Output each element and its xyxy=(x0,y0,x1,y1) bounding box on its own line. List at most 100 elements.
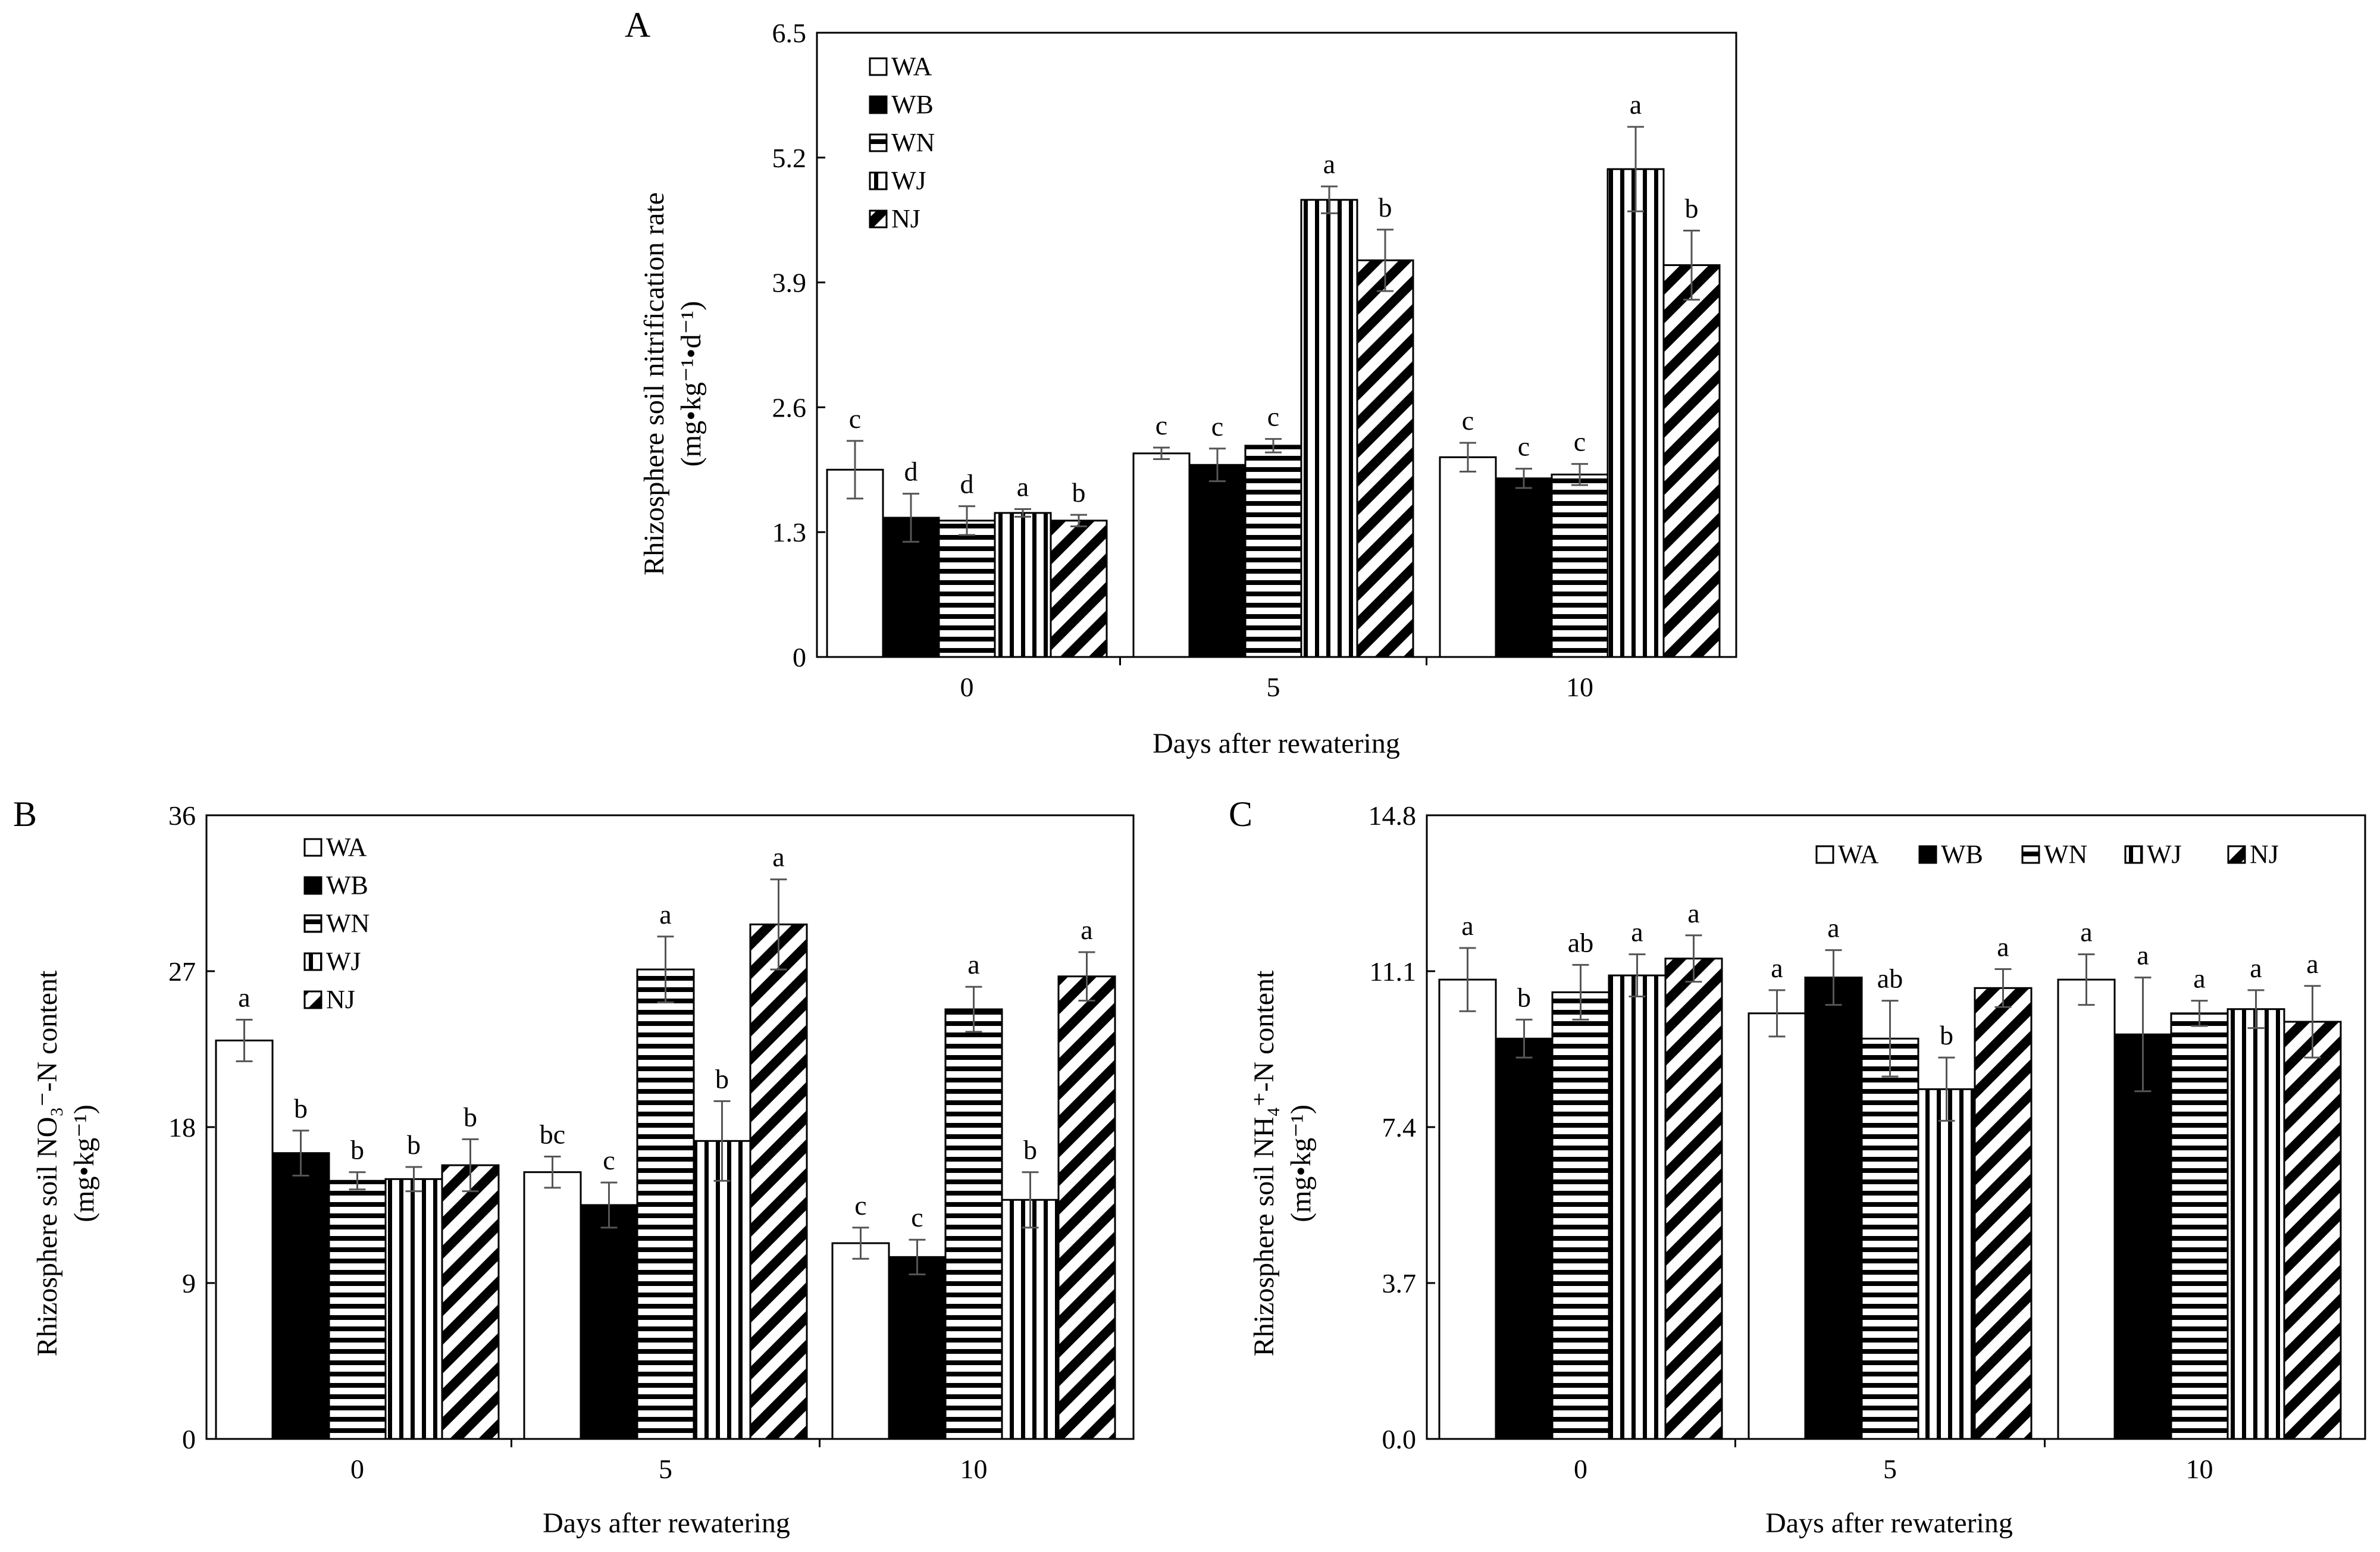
legend-swatch xyxy=(303,990,322,1009)
legend-label: NJ xyxy=(326,985,355,1014)
bar-nj-day-0 xyxy=(441,1164,500,1440)
panel-a-nitrification-rate: A Rhizosphere soil nitrification rate (m… xyxy=(625,5,1737,759)
significance-letter: a xyxy=(2250,953,2262,983)
legend-swatch xyxy=(303,914,322,933)
bar-wj-day-10 xyxy=(1001,1199,1060,1440)
bar-nj-day-5 xyxy=(749,923,808,1440)
legend-swatch xyxy=(1918,845,1937,864)
bar-wj-day-10 xyxy=(2226,1008,2285,1440)
y-tick-label: 5.2 xyxy=(772,143,807,173)
y-axis-title-line2: (mg•kg⁻¹•d⁻¹) xyxy=(675,301,707,467)
y-tick-label: 1.3 xyxy=(772,517,807,547)
legend-swatch xyxy=(869,209,888,229)
y-tick-label: 11.1 xyxy=(1369,956,1416,987)
x-tick-label: 0 xyxy=(960,672,974,702)
legend-item-wn: WN xyxy=(869,128,935,157)
y-tick-label: 36 xyxy=(168,800,196,831)
bar-wn-day-10 xyxy=(1551,473,1609,658)
error-bar xyxy=(1022,1171,1039,1229)
error-bar xyxy=(544,1155,561,1189)
legend-label: WA xyxy=(891,52,932,81)
error-bar xyxy=(965,985,982,1033)
x-tick-label: 5 xyxy=(659,1454,672,1484)
significance-letter: a xyxy=(659,899,671,930)
error-bar xyxy=(2247,989,2265,1030)
error-bar xyxy=(1515,1018,1533,1059)
legend-swatch xyxy=(303,952,322,971)
significance-letter: a xyxy=(1017,471,1029,502)
y-tick-label: 14.8 xyxy=(1368,800,1417,831)
significance-letter: ab xyxy=(1568,927,1593,958)
legend-label: WA xyxy=(1838,840,1879,869)
bar-wb-day-5 xyxy=(1188,464,1247,658)
error-bar xyxy=(1627,126,1644,212)
significance-letter: a xyxy=(1631,917,1643,947)
bar-wj-day-0 xyxy=(1608,974,1667,1440)
bar-wn-day-0 xyxy=(328,1179,387,1440)
significance-letter: b xyxy=(294,1093,308,1124)
error-bar xyxy=(770,878,787,971)
legend-swatch xyxy=(869,133,888,152)
significance-letter: a xyxy=(1323,149,1335,179)
bar-wa-day-10 xyxy=(2057,978,2116,1440)
legend-swatch xyxy=(869,95,888,114)
bar-wb-day-10 xyxy=(2113,1033,2172,1440)
error-bar xyxy=(1459,947,1476,1012)
x-tick-label: 10 xyxy=(1566,672,1593,702)
y-axis-title-line2: (mg•kg⁻¹) xyxy=(68,1104,100,1222)
y-tick-label: 3.9 xyxy=(772,268,807,298)
bar-wn-day-0 xyxy=(938,520,996,658)
significance-letter: b xyxy=(1685,193,1699,223)
error-bar xyxy=(405,1166,422,1193)
legend-swatch xyxy=(2124,845,2143,864)
bar-wa-day-0 xyxy=(826,468,884,658)
significance-letter: c xyxy=(1267,402,1279,432)
legend-item-wj: WJ xyxy=(303,947,361,976)
significance-letter: c xyxy=(854,1190,866,1221)
legend-item-wa: WA xyxy=(1815,840,1879,869)
significance-letter: a xyxy=(1630,89,1642,120)
bar-wj-day-0 xyxy=(384,1178,443,1440)
significance-letter: a xyxy=(238,982,250,1013)
legend-label: WB xyxy=(1941,840,1983,869)
error-bar xyxy=(1265,438,1282,453)
legend-label: WJ xyxy=(2147,840,2182,869)
error-bar xyxy=(236,1019,253,1062)
error-bar xyxy=(1377,229,1393,292)
bar-wn-day-10 xyxy=(944,1008,1003,1440)
error-bar xyxy=(1014,508,1031,518)
bar-wn-day-5 xyxy=(1861,1037,1919,1440)
significance-letter: a xyxy=(772,842,784,872)
legend-item-nj: NJ xyxy=(303,985,355,1014)
legend-item-wn: WN xyxy=(2021,840,2087,869)
bar-wa-day-0 xyxy=(215,1039,274,1440)
significance-letter: b xyxy=(1940,1020,1953,1050)
error-bar xyxy=(1515,468,1532,489)
bar-wb-day-0 xyxy=(1495,1037,1554,1440)
error-bar xyxy=(1683,229,1700,301)
significance-letter: a xyxy=(2080,917,2092,947)
significance-letter: b xyxy=(715,1063,729,1094)
significance-letter: a xyxy=(2193,963,2205,994)
legend-swatch xyxy=(303,876,322,895)
legend: WA WB WN WJ NJ xyxy=(1815,840,2279,869)
significance-letter: a xyxy=(2306,949,2318,979)
error-bar xyxy=(600,1181,618,1229)
error-bar xyxy=(1994,968,2012,1008)
bar-wb-day-5 xyxy=(580,1204,638,1440)
bar-nj-day-10 xyxy=(1662,264,1721,658)
bar-nj-day-5 xyxy=(1974,987,2033,1440)
error-bar xyxy=(292,1129,309,1177)
significance-letter: a xyxy=(1827,913,1839,943)
significance-letter: c xyxy=(1211,411,1223,442)
y-tick-label: 7.4 xyxy=(1382,1112,1417,1143)
significance-letter: c xyxy=(603,1145,615,1175)
significance-letter: bc xyxy=(540,1119,565,1149)
bar-nj-day-10 xyxy=(2283,1021,2342,1440)
y-axis-title-line1: Rhizosphere soil NO₃⁻-N content xyxy=(32,970,63,1356)
legend-label: WN xyxy=(326,909,369,938)
legend-item-wb: WB xyxy=(303,871,368,900)
x-tick-label: 0 xyxy=(350,1454,364,1484)
significance-letter: a xyxy=(1081,915,1092,945)
